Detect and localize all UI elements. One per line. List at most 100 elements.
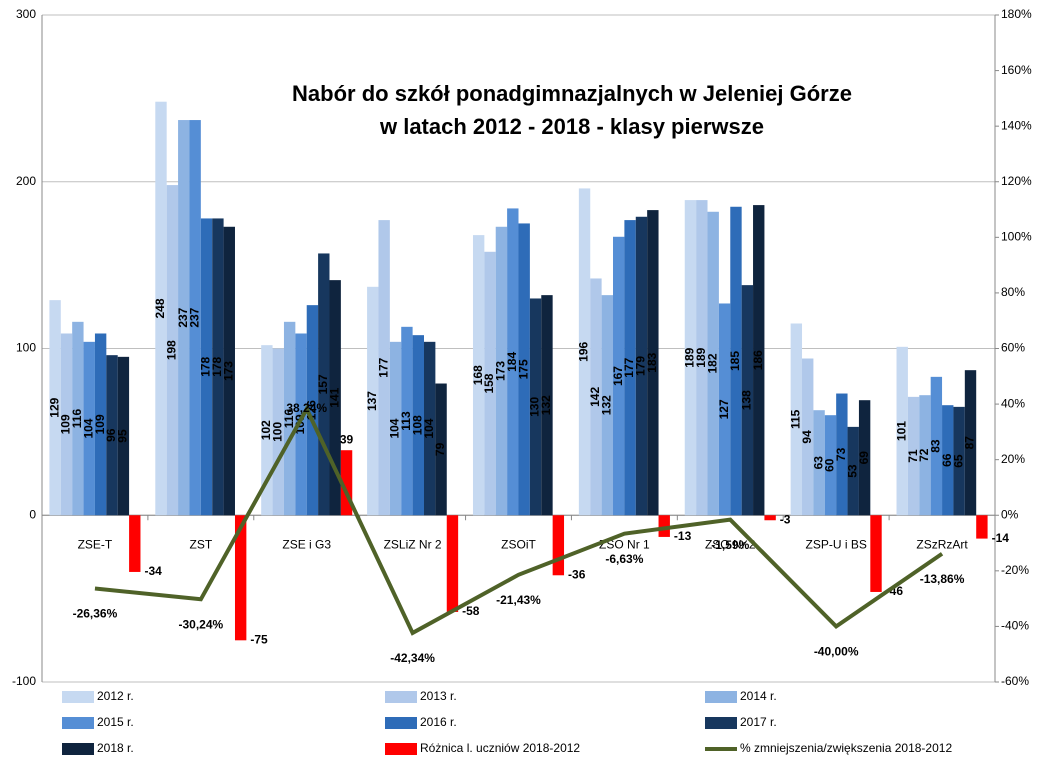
x-tick-label: ZSP-U i BS (805, 537, 866, 551)
bar (964, 370, 977, 516)
bar (507, 208, 519, 516)
legend-swatch (62, 743, 94, 755)
value-label: 183 (645, 352, 659, 372)
value-label: 104 (81, 418, 95, 438)
bar (129, 515, 141, 572)
bar (234, 515, 247, 641)
legend-label: 2014 r. (740, 689, 777, 703)
bar (60, 333, 73, 516)
value-label: 109 (59, 414, 73, 434)
bar (518, 223, 530, 516)
y-tick-label: -100 (12, 674, 36, 688)
value-label: 87 (963, 436, 977, 450)
value-label: 237 (187, 307, 201, 327)
legend-swatch (705, 717, 737, 729)
bar (836, 393, 848, 516)
value-label: 72 (917, 448, 931, 462)
bar (753, 205, 765, 516)
value-label: 95 (116, 429, 130, 443)
value-label: 39 (340, 432, 354, 446)
bar (166, 185, 179, 516)
bar (718, 303, 731, 516)
bar (223, 226, 235, 516)
bar (907, 396, 920, 516)
value-label: 109 (93, 414, 107, 434)
value-label: 196 (577, 342, 591, 362)
bar (896, 346, 908, 516)
value-label: 65 (951, 454, 965, 468)
x-tick-label: ZSLiZ Nr 2 (384, 537, 442, 551)
x-tick-label: ZSzRzArt (916, 537, 968, 551)
value-label: -14 (992, 531, 1010, 545)
value-label: -42,34% (390, 651, 435, 665)
y2-tick-label: 40% (1001, 396, 1025, 410)
legend-label: 2018 r. (97, 741, 134, 755)
bar (658, 515, 670, 537)
value-label: 175 (516, 359, 530, 379)
bar (83, 341, 95, 516)
bar (117, 356, 130, 516)
value-label: 248 (153, 298, 167, 318)
value-label: 184 (505, 352, 519, 372)
value-label: 173 (221, 361, 235, 381)
value-label: 130 (528, 397, 542, 417)
value-label: 79 (433, 442, 447, 456)
value-label: 66 (940, 453, 954, 467)
y2-tick-label: 180% (1001, 7, 1032, 21)
value-label: 73 (834, 447, 848, 461)
y2-tick-label: 60% (1001, 341, 1025, 355)
bar (94, 333, 107, 516)
value-label: -13,86% (920, 572, 965, 586)
value-label: 83 (929, 439, 943, 453)
value-label: 157 (316, 374, 330, 394)
bar (601, 295, 614, 516)
bar (155, 101, 167, 516)
bar (340, 450, 353, 516)
legend-label: 2013 r. (420, 689, 457, 703)
bar (552, 515, 565, 576)
legend-swatch (62, 717, 94, 729)
value-label: 158 (482, 373, 496, 393)
bar (707, 211, 719, 516)
bar (412, 335, 424, 516)
bar (178, 120, 190, 516)
bar (696, 200, 708, 516)
y2-tick-label: 100% (1001, 230, 1032, 244)
value-label: 129 (47, 397, 61, 417)
bar (367, 286, 379, 516)
value-label: 104 (388, 418, 402, 438)
value-label: 132 (599, 395, 613, 415)
legend-label: 2015 r. (97, 715, 134, 729)
value-label: 69 (857, 451, 871, 465)
value-label: -21,43% (496, 593, 541, 607)
bar (802, 358, 814, 516)
y-tick-label: 300 (16, 7, 36, 21)
x-tick-label: ZSE-T (78, 537, 113, 551)
value-label: -1,59% (711, 538, 749, 552)
bar (189, 120, 201, 516)
bar (378, 220, 390, 516)
bar (283, 321, 296, 516)
value-label: 115 (788, 409, 802, 429)
line (94, 404, 944, 636)
value-label: 113 (399, 411, 413, 431)
value-label: -3 (780, 512, 791, 526)
value-label: 173 (494, 361, 508, 381)
chart-subtitle: w latach 2012 - 2018 - klasy pierwsze (379, 114, 764, 139)
bar (261, 345, 273, 516)
bar (435, 383, 447, 516)
bar (647, 210, 659, 516)
value-label: 60 (823, 458, 837, 472)
bar (389, 341, 402, 516)
value-label: 101 (894, 421, 908, 441)
bar (824, 415, 837, 516)
legend-swatch (62, 691, 94, 703)
value-label: -58 (462, 604, 480, 618)
value-label: 167 (611, 366, 625, 386)
bar (529, 298, 542, 516)
value-label: -30,24% (178, 617, 223, 631)
value-label: 53 (845, 464, 859, 478)
value-label: 71 (906, 449, 920, 463)
bar (472, 235, 485, 516)
